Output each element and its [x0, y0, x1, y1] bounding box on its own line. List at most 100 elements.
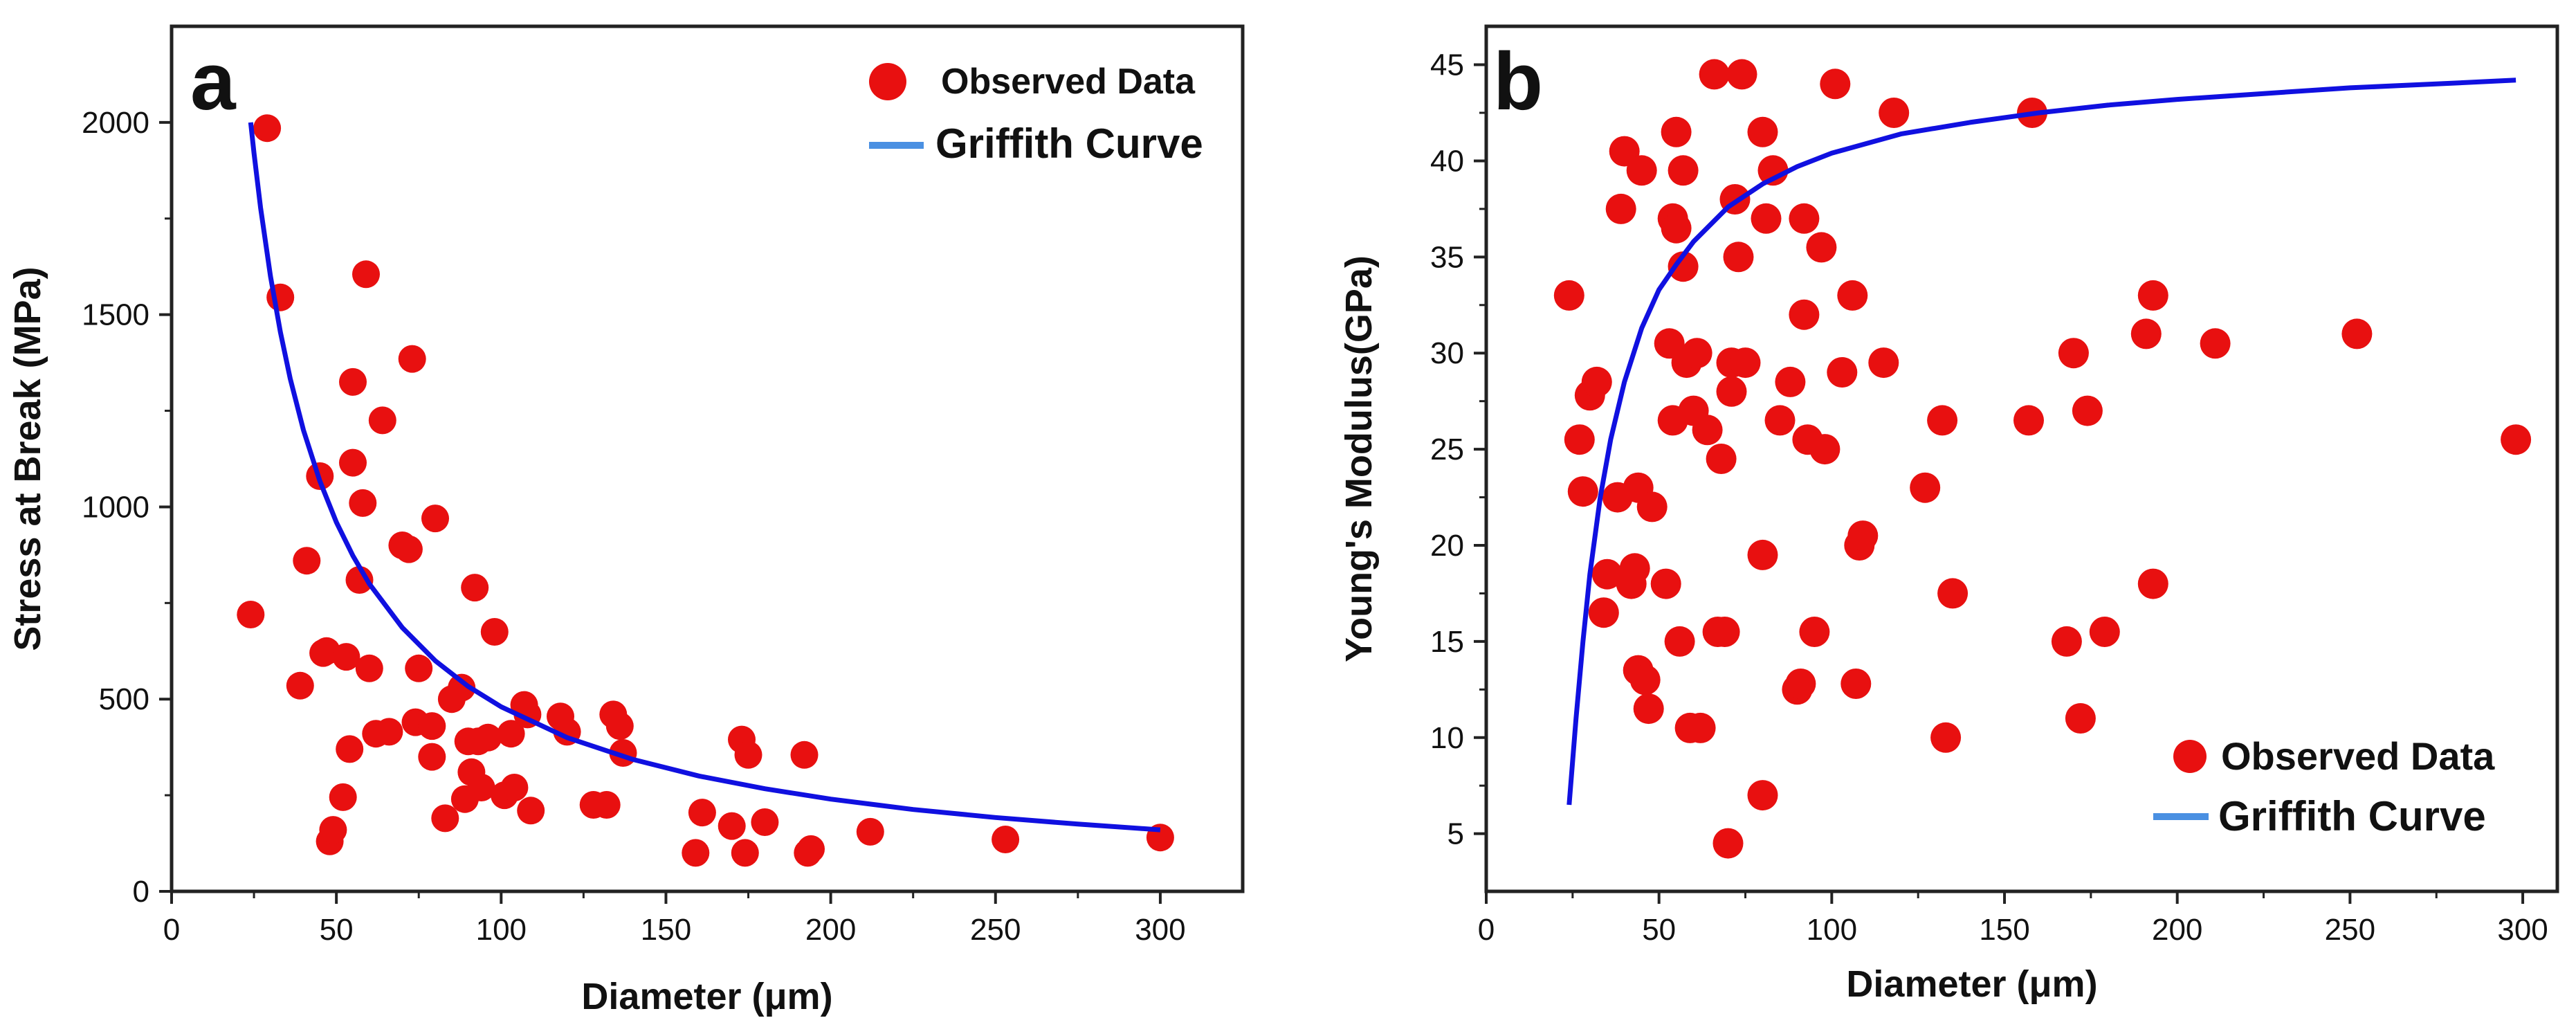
griffith-curve	[248, 122, 1161, 833]
panel-label: a	[190, 36, 237, 127]
data-point	[1775, 366, 1806, 397]
data-point	[1706, 444, 1737, 474]
panel-label: b	[1493, 36, 1543, 127]
data-point	[1806, 232, 1837, 263]
y-tick-label: 40	[1430, 144, 1464, 178]
data-point	[1709, 617, 1740, 647]
panel-a-stress-chart: 0 500 1000 1500 2000 0 50 100 150 200 250 300 a Ob…	[7, 24, 1245, 1017]
data-point	[1581, 366, 1612, 397]
legend-label-griffith: Griffith Curve	[935, 120, 1203, 167]
y-tick-label: 2000	[82, 106, 149, 140]
data-point	[1605, 193, 1636, 224]
data-point	[1712, 828, 1744, 859]
data-point	[1626, 155, 1657, 186]
data-point	[2130, 318, 2162, 349]
data-point	[1726, 59, 1757, 90]
data-point	[1837, 280, 1868, 311]
data-point	[1591, 558, 1623, 590]
data-point	[355, 654, 383, 682]
data-point	[731, 839, 759, 867]
data-point	[682, 839, 710, 867]
data-point	[1564, 424, 1595, 455]
data-point	[1747, 539, 1778, 570]
data-point	[1619, 553, 1650, 584]
data-point	[349, 489, 377, 517]
x-tick-label: 300	[2497, 913, 2548, 947]
data-point	[1661, 116, 1692, 147]
data-point	[1827, 357, 1858, 388]
data-point	[293, 547, 321, 575]
x-axis-label: Diameter (μm)	[1846, 963, 2097, 1005]
data-point	[375, 718, 403, 746]
data-point	[431, 804, 459, 833]
y-tick-label: 1500	[82, 298, 149, 332]
data-point	[1668, 155, 1699, 186]
data-point	[1567, 476, 1598, 507]
data-point	[352, 260, 380, 289]
data-point	[1730, 347, 1761, 379]
data-point	[500, 774, 529, 801]
data-point	[474, 723, 502, 752]
data-point	[286, 671, 314, 700]
data-point	[329, 783, 357, 811]
data-point	[2058, 338, 2089, 369]
x-tick-label: 250	[970, 913, 1021, 947]
plot-area-frame	[170, 24, 1245, 893]
data-point	[1937, 578, 1968, 609]
data-point	[1650, 568, 1681, 599]
data-point	[688, 799, 716, 827]
data-point	[1809, 434, 1840, 465]
data-point	[405, 654, 433, 682]
data-point	[605, 712, 634, 740]
plot-area-frame	[1484, 24, 2559, 893]
y-tick-label: 25	[1430, 433, 1464, 466]
x-axis-ticks: 0 50 100 150 200 250 300	[163, 891, 1186, 947]
data-point	[398, 345, 426, 373]
data-point	[2137, 568, 2168, 599]
y-tick-label: 20	[1430, 529, 1464, 563]
data-point	[856, 817, 884, 846]
y-axis-label: Stress at Break (MPa)	[7, 266, 48, 651]
data-point	[339, 448, 367, 477]
y-tick-label: 35	[1430, 240, 1464, 274]
data-point	[237, 601, 265, 628]
x-tick-label: 200	[805, 913, 856, 947]
x-tick-label: 300	[1135, 913, 1185, 947]
data-point	[1747, 780, 1778, 811]
observed-data-points	[1553, 59, 2532, 859]
data-point	[1629, 664, 1661, 696]
y-tick-label: 1000	[82, 490, 149, 524]
data-point	[1751, 203, 1782, 234]
data-point	[1910, 472, 1941, 503]
y-axis-ticks: 0 500 1000 1500 2000	[82, 106, 172, 909]
data-point	[1820, 69, 1851, 100]
data-point	[461, 574, 489, 602]
data-point	[1764, 405, 1796, 436]
data-point	[1868, 347, 1899, 379]
x-tick-label: 50	[1642, 913, 1676, 947]
data-point	[1681, 338, 1712, 369]
data-point	[2137, 280, 2168, 311]
x-tick-label: 0	[163, 913, 180, 947]
y-axis-label: Young's Modulus(GPa)	[1338, 255, 1380, 662]
data-point	[1668, 251, 1699, 282]
data-point	[2200, 328, 2231, 359]
data-point	[1661, 212, 1692, 244]
data-point	[2341, 318, 2373, 349]
data-point	[2065, 703, 2096, 734]
data-point	[319, 816, 347, 844]
data-point	[797, 835, 825, 863]
data-point	[790, 740, 819, 769]
data-point	[734, 740, 762, 769]
legend-label-observed: Observed Data	[2221, 734, 2495, 778]
y-tick-label: 45	[1430, 48, 1464, 82]
data-point	[992, 826, 1020, 853]
legend-marker-observed	[869, 63, 906, 100]
data-point	[332, 643, 360, 671]
data-point	[480, 618, 509, 646]
data-point	[336, 735, 364, 763]
x-tick-label: 100	[476, 913, 527, 947]
data-point	[1757, 155, 1789, 186]
data-point	[1633, 693, 1664, 725]
data-point	[253, 114, 282, 143]
